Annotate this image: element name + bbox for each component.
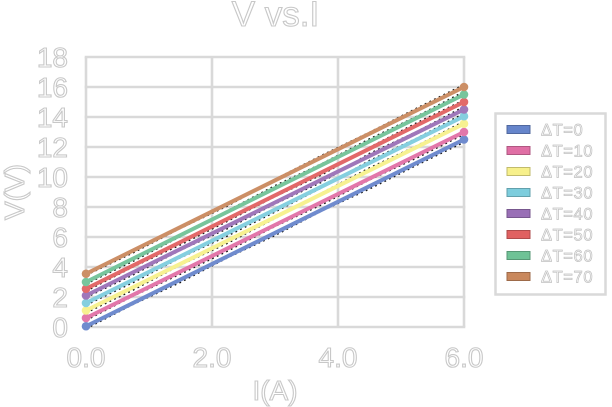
y-tick-label-10: 10 (37, 162, 68, 193)
chart-title: V vs.I (232, 0, 320, 34)
series-marker-5-1 (459, 97, 469, 107)
y-tick-label-18: 18 (37, 42, 68, 73)
series-marker-2-0 (81, 306, 91, 315)
legend-swatch-5 (506, 230, 531, 239)
y-tick-label-8: 8 (52, 192, 68, 223)
series-marker-1-1 (459, 127, 469, 137)
legend-label-6: ΔT=60 (541, 247, 593, 265)
series-marker-7-0 (81, 269, 91, 279)
series-marker-4-0 (81, 291, 91, 300)
legend-label-7: ΔT=70 (541, 268, 593, 286)
legend-box (494, 112, 607, 296)
legend-swatch-2 (506, 167, 531, 176)
y-tick-label-0: 0 (52, 312, 68, 343)
legend-swatch-7 (506, 272, 531, 281)
series-marker-1-0 (81, 313, 91, 323)
series-marker-2-1 (459, 119, 469, 129)
y-tick-label-2: 2 (52, 282, 68, 313)
legend-label-1: ΔT=10 (541, 142, 593, 160)
series-line-4 (84, 107, 466, 298)
legend-swatch-1 (506, 146, 531, 155)
series-marker-3-0 (81, 298, 91, 308)
series-marker-0-0 (81, 321, 91, 331)
x-tick-label-0.0: 0.0 (67, 342, 106, 373)
legend-label-2: ΔT=20 (541, 163, 593, 181)
series-line-6 (84, 92, 466, 284)
series-marker-6-0 (81, 277, 91, 287)
series-marker-0-1 (459, 135, 469, 144)
x-tick-label-6.0: 6.0 (445, 342, 484, 373)
legend-label-5: ΔT=50 (541, 226, 593, 244)
series-line-1 (84, 130, 466, 320)
y-tick-label-16: 16 (37, 72, 68, 103)
x-tick-label-4.0: 4.0 (319, 342, 358, 373)
legend-swatch-6 (506, 251, 531, 260)
y-tick-label-6: 6 (52, 222, 68, 253)
legend-label-4: ΔT=40 (541, 205, 593, 223)
series-marker-3-1 (459, 111, 469, 121)
series-line-3 (84, 114, 466, 305)
series-marker-4-1 (459, 105, 469, 114)
series-marker-6-1 (459, 90, 469, 99)
legend-swatch-3 (506, 188, 531, 197)
legend-label-3: ΔT=30 (541, 184, 593, 202)
x-axis-title: I(A) (252, 375, 297, 406)
legend-swatch-4 (506, 209, 531, 218)
series-marker-7-1 (459, 82, 469, 92)
y-tick-label-4: 4 (52, 252, 68, 283)
y-tick-label-14: 14 (37, 102, 68, 133)
series-line-5 (84, 100, 466, 291)
y-axis-title: V(V) (0, 164, 30, 220)
legend-swatch-0 (506, 125, 531, 134)
series-marker-5-0 (81, 284, 91, 294)
series-line-2 (84, 121, 466, 313)
y-tick-label-12: 12 (37, 132, 68, 163)
series-line-0 (84, 137, 466, 329)
x-tick-label-2.0: 2.0 (193, 342, 232, 373)
legend-label-0: ΔT=0 (541, 121, 583, 139)
series-line-7 (84, 85, 466, 276)
